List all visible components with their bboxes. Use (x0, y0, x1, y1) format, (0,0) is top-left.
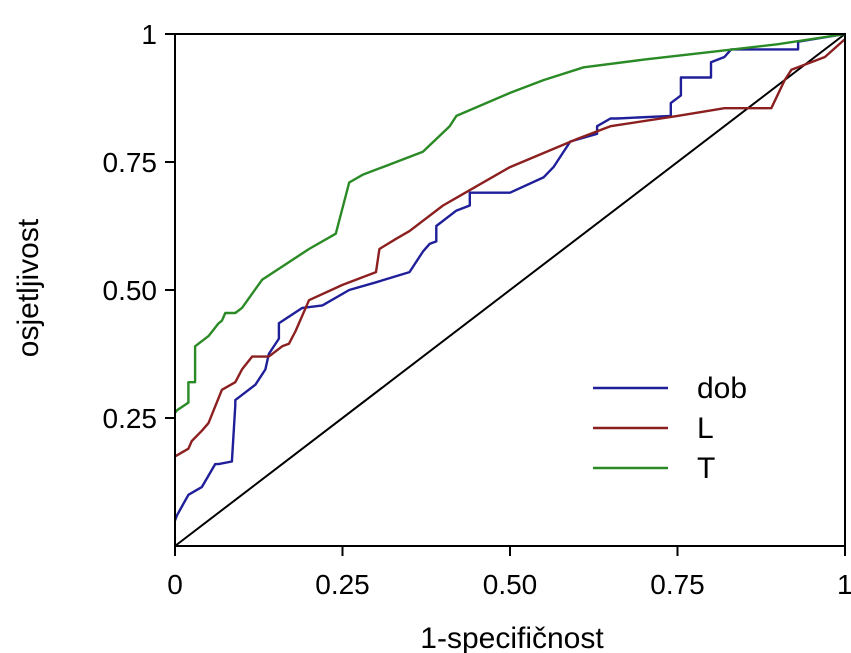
x-tick-label: 0.25 (315, 569, 370, 600)
x-axis-title: 1-specifičnost (420, 622, 604, 653)
series-line-l (174, 38, 846, 458)
legend-label-l: L (697, 412, 714, 445)
series-line-dob (173, 32, 846, 521)
x-tick-label: 0 (167, 569, 183, 600)
y-tick-label: 0.50 (103, 275, 158, 306)
reference-diagonal-line (174, 33, 846, 547)
legend-label-t: T (697, 452, 715, 485)
x-tick-label: 1 (837, 569, 851, 600)
y-tick-label: 1 (141, 19, 157, 50)
x-tick-label: 0.50 (483, 569, 538, 600)
series-line-t (174, 32, 846, 414)
y-axis-title: osjetljivost (12, 218, 45, 357)
x-tick-label: 0.75 (650, 569, 705, 600)
legend: dob LT (593, 372, 747, 485)
y-tick-label: 0.75 (103, 147, 158, 178)
axis-layer: 0 0.25 0.50 0.75 1 0.25 0.50 0.75 1 (103, 19, 851, 600)
legend-label-dob: dob (697, 372, 747, 405)
series-layer (173, 32, 846, 547)
y-tick-label: 0.25 (103, 403, 158, 434)
